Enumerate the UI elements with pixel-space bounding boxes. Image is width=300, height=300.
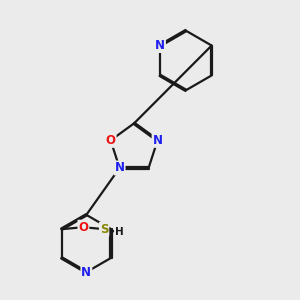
Text: N: N: [115, 161, 124, 175]
Text: N: N: [152, 134, 163, 147]
Text: O: O: [78, 221, 88, 234]
Text: N: N: [155, 39, 165, 52]
Text: H: H: [115, 227, 124, 237]
Text: S: S: [100, 223, 108, 236]
Text: N: N: [81, 266, 91, 279]
Text: O: O: [106, 134, 116, 147]
